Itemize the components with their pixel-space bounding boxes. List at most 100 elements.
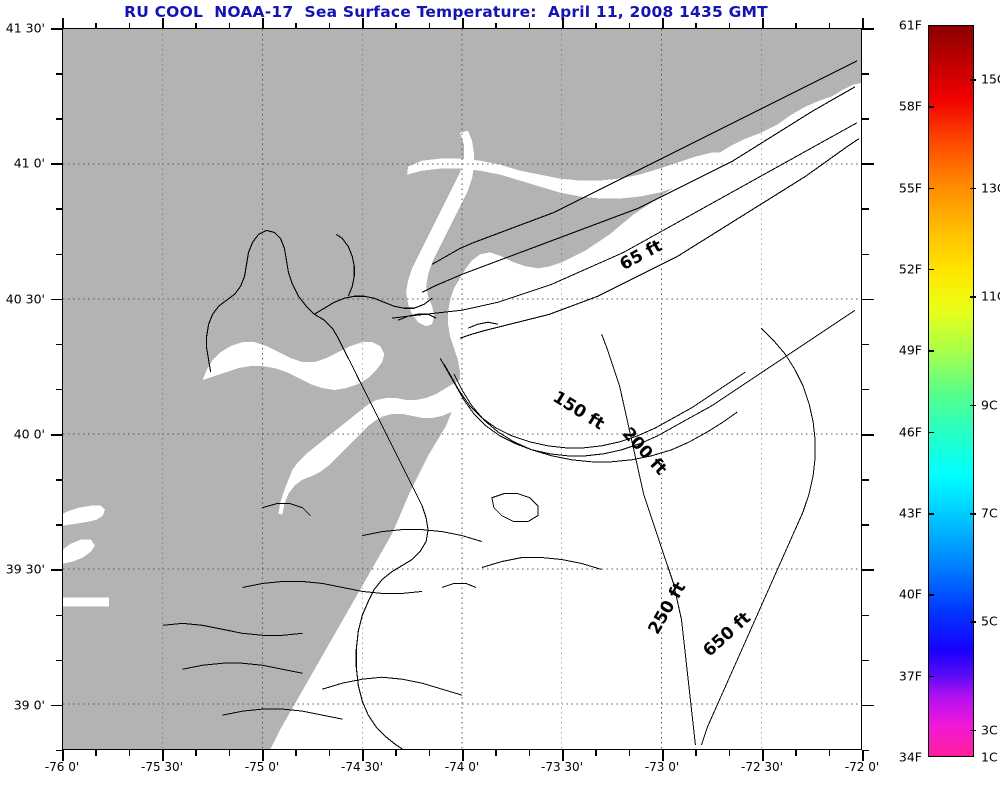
y-major-tick (862, 434, 874, 436)
y-minor-tick (56, 389, 63, 391)
x-minor-tick (329, 750, 331, 756)
y-axis-ticks-left (49, 28, 63, 751)
x-major-tick (262, 18, 264, 29)
y-major-tick (51, 705, 63, 707)
y-minor-tick (862, 750, 869, 752)
x-minor-tick (695, 750, 697, 756)
y-minor-tick (862, 660, 869, 662)
x-minor-tick (629, 750, 631, 756)
x-minor-tick (529, 750, 531, 756)
colorbar-fahrenheit-label: 40F (880, 587, 922, 602)
y-major-tick (862, 163, 874, 165)
y-major-tick (862, 705, 874, 707)
colorbar-fahrenheit-tick (928, 594, 934, 596)
x-minor-tick (129, 23, 131, 29)
colorbar-celsius-tick (970, 188, 976, 190)
colorbar-celsius-ticks (968, 0, 976, 785)
y-minor-tick (56, 254, 63, 256)
y-axis-labels: 41 30' 41 0' 40 30' 40 0' 39 30' 39 0' (0, 0, 47, 785)
y-major-tick (51, 299, 63, 301)
x-minor-tick (595, 750, 597, 756)
x-tick-label: -73 0' (645, 760, 679, 774)
x-tick-label: -76 0' (45, 760, 79, 774)
colorbar-fahrenheit-labels: 61F58F55F52F49F46F43F40F37F34F (880, 0, 924, 785)
x-minor-tick (95, 23, 97, 29)
colorbar-celsius-label: 5C (981, 614, 998, 629)
colorbar-celsius-tick (970, 296, 976, 298)
x-minor-tick (529, 23, 531, 29)
colorbar-celsius-label: 13C (981, 180, 1000, 195)
y-minor-tick (56, 615, 63, 617)
y-tick-label: 40 30' (0, 291, 45, 306)
y-tick-label: 41 0' (0, 156, 45, 171)
y-minor-tick (56, 344, 63, 346)
colorbar-celsius-label: 15C (981, 72, 1000, 87)
colorbar-fahrenheit-label: 43F (880, 506, 922, 521)
colorbar-fahrenheit-label: 46F (880, 424, 922, 439)
x-minor-tick (795, 23, 797, 29)
colorbar-fahrenheit-label: 34F (880, 750, 922, 765)
y-minor-tick (862, 479, 869, 481)
y-minor-tick (862, 389, 869, 391)
x-major-tick (362, 18, 364, 29)
colorbar-fahrenheit-tick (928, 350, 934, 352)
y-minor-tick (56, 750, 63, 752)
y-major-tick (862, 28, 874, 30)
colorbar-fahrenheit-label: 55F (880, 180, 922, 195)
colorbar-fahrenheit-tick (928, 106, 934, 108)
x-minor-tick (295, 750, 297, 756)
x-minor-tick (695, 23, 697, 29)
y-minor-tick (862, 344, 869, 346)
x-minor-tick (395, 23, 397, 29)
y-major-tick (862, 569, 874, 571)
x-tick-label: -72 0' (845, 760, 879, 774)
x-minor-tick (829, 23, 831, 29)
y-minor-tick (56, 118, 63, 120)
colorbar-fahrenheit-tick (928, 188, 934, 190)
y-tick-label: 39 30' (0, 562, 45, 577)
x-tick-label: -74 0' (445, 760, 479, 774)
y-major-tick (51, 28, 63, 30)
colorbar-fahrenheit-ticks (928, 0, 936, 785)
x-major-tick (762, 18, 764, 29)
colorbar-celsius-tick (970, 730, 976, 732)
y-minor-tick (862, 615, 869, 617)
y-axis-ticks-right (862, 28, 876, 751)
x-major-tick (562, 18, 564, 29)
x-tick-label: -73 30' (541, 760, 583, 774)
y-minor-tick (56, 660, 63, 662)
x-axis-ticks-top (62, 16, 863, 29)
x-minor-tick (495, 750, 497, 756)
colorbar-celsius-tick (970, 621, 976, 623)
colorbar-fahrenheit-tick (928, 513, 934, 515)
y-tick-label: 39 0' (0, 697, 45, 712)
x-minor-tick (195, 750, 197, 756)
x-tick-label: -75 30' (141, 760, 183, 774)
x-major-tick (462, 18, 464, 29)
x-minor-tick (795, 750, 797, 756)
x-major-tick (662, 18, 664, 29)
x-major-tick (162, 18, 164, 29)
colorbar-fahrenheit-label: 58F (880, 99, 922, 114)
y-tick-label: 41 30' (0, 21, 45, 36)
y-tick-label: 40 0' (0, 427, 45, 442)
x-tick-label: -74 30' (341, 760, 383, 774)
colorbar-fahrenheit-label: 52F (880, 261, 922, 276)
x-minor-tick (495, 23, 497, 29)
x-minor-tick (295, 23, 297, 29)
x-minor-tick (229, 23, 231, 29)
y-major-tick (51, 163, 63, 165)
map-plot-area[interactable]: 65 ft 150 ft 200 ft 250 ft 650 ft (62, 28, 862, 750)
x-minor-tick (395, 750, 397, 756)
colorbar-celsius-label: 1C (981, 750, 998, 765)
x-minor-tick (829, 750, 831, 756)
y-minor-tick (862, 73, 869, 75)
sst-map-page: RU COOL NOAA-17 Sea Surface Temperature:… (0, 0, 1000, 785)
x-minor-tick (329, 23, 331, 29)
x-minor-tick (595, 23, 597, 29)
colorbar-celsius-tick (970, 405, 976, 407)
y-minor-tick (862, 524, 869, 526)
y-major-tick (51, 434, 63, 436)
x-minor-tick (95, 750, 97, 756)
x-minor-tick (629, 23, 631, 29)
